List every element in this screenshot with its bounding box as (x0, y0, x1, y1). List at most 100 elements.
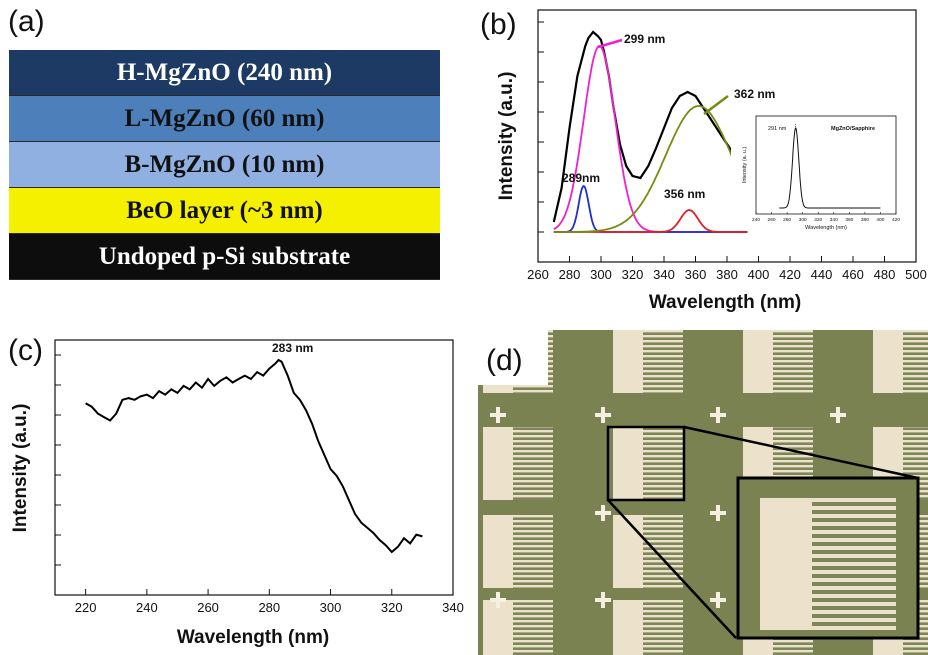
electrode-fingers (773, 330, 813, 393)
pl-spectrum-chart: 260 280 300 320 340 360 380 400 420 440 460 480 500 … (496, 9, 927, 313)
alignment-cross (601, 505, 605, 521)
x-tick-label: 220 (75, 600, 97, 615)
electrode-pad (483, 515, 513, 588)
electrode-fingers (513, 515, 553, 588)
x-axis-label: Wavelength (nm) (649, 292, 801, 313)
x-tick-label: 240 (136, 600, 158, 615)
series-line (85, 358, 423, 554)
electrode-pad (613, 427, 643, 500)
plot-frame (54, 339, 454, 596)
annotation-arrow (703, 95, 729, 115)
annotation-283nm: 283 nm (272, 341, 313, 355)
x-tick-label: 460 (842, 267, 864, 282)
alignment-cross (601, 592, 605, 608)
alignment-cross (496, 592, 500, 608)
y-axis-label: Intensity (a.u.) (496, 72, 517, 201)
inset-frame (755, 115, 897, 215)
electrode-pad (483, 600, 513, 655)
electrode-fingers (643, 427, 683, 500)
electrode-micrograph: (d) (478, 330, 928, 655)
panel-label-c: (c) (8, 334, 43, 367)
electrode-fingers (643, 330, 683, 393)
series-line (553, 209, 748, 233)
series-line (553, 45, 748, 233)
alignment-cross (716, 505, 720, 521)
x-tick-label: 400 (748, 267, 770, 282)
electrode-pad (613, 330, 643, 393)
layer-band: BeO layer (~3 nm) (9, 188, 440, 234)
x-tick-label: 300 (320, 600, 342, 615)
inset-background (731, 110, 901, 230)
inset-peak-label: 291 nm (768, 126, 787, 132)
zoom-connector (607, 499, 737, 639)
series-line (553, 105, 749, 233)
panel-label-d: (d) (486, 344, 523, 377)
electrode-fingers (903, 330, 928, 393)
x-tick-label: 320 (381, 600, 403, 615)
annotation-arrow (597, 38, 623, 49)
x-tick-label: 300 (590, 267, 612, 282)
annotation-362nm: 362 nm (734, 87, 775, 101)
annotation-299nm: 299 nm (624, 32, 665, 46)
x-tick-label: 280 (559, 267, 581, 282)
alignment-cross (496, 407, 500, 423)
alignment-cross (601, 407, 605, 423)
inset-chart: 240 260 280 300 320 340 360 380 400 420 291 nm Mg… (731, 110, 901, 231)
inset-tick-label: 240 (752, 217, 760, 223)
electrode-fingers (513, 427, 553, 500)
inset-tick-label: 300 (799, 217, 807, 223)
annotation-289nm: 289nm (562, 171, 600, 185)
electrode-pad (873, 330, 903, 393)
x-tick-label: 320 (622, 267, 644, 282)
x-tick-label: 440 (811, 267, 833, 282)
inset-tick-label: 420 (892, 217, 900, 223)
x-tick-label: 360 (685, 267, 707, 282)
x-tick-label: 500 (905, 267, 927, 282)
x-tick-label: 380 (716, 267, 738, 282)
inset-y-label: Intensity (a. u.) (742, 147, 748, 184)
layer-band: H-MgZnO (240 nm) (9, 50, 440, 96)
series-line (553, 184, 748, 233)
magnified-inset (736, 476, 920, 640)
inset-tick-label: 340 (830, 217, 838, 223)
layer-band: Undoped p-Si substrate (9, 234, 440, 280)
x-axis-label: Wavelength (nm) (177, 627, 329, 648)
x-tick-label: 340 (442, 600, 464, 615)
annotation-356nm: 356 nm (664, 187, 705, 201)
layer-band: B-MgZnO (10 nm) (9, 142, 440, 188)
inset-series-line (779, 127, 881, 209)
label-background (478, 330, 548, 385)
x-tick-label: 260 (197, 600, 219, 615)
electrode-pad (483, 427, 513, 500)
inset-tick-label: 280 (783, 217, 791, 223)
x-tick-label: 340 (653, 267, 675, 282)
inset-tick-label: 260 (768, 217, 776, 223)
absorption-spectrum-chart: 220 240 260 280 300 320 340 283 nm Wavelength … (10, 339, 464, 648)
electrode-pad (613, 515, 643, 588)
panel-label-b: (b) (480, 8, 517, 41)
zoom-box (606, 425, 686, 502)
y-axis-label: Intensity (a.u.) (10, 404, 31, 533)
alignment-cross (716, 592, 720, 608)
electrode-pad (743, 330, 773, 393)
alignment-cross (716, 407, 720, 423)
panel-label-a: (a) (8, 5, 45, 38)
x-tick-label: 480 (874, 267, 896, 282)
electrode-fingers (643, 600, 683, 655)
electrode-pad (613, 600, 643, 655)
x-tick-label: 420 (779, 267, 801, 282)
inset-legend: MgZnO/Sapphire (831, 126, 875, 132)
inset-tick-label: 400 (876, 217, 884, 223)
layer-stack: H-MgZnO (240 nm) L-MgZnO (60 nm) B-MgZnO (… (9, 50, 440, 280)
inset-x-label: Wavelength (nm) (805, 225, 847, 231)
series-line (552, 30, 749, 223)
inset-tick-label: 320 (814, 217, 822, 223)
x-tick-label: 260 (527, 267, 549, 282)
zoom-connector (683, 425, 919, 480)
layer-band: L-MgZnO (60 nm) (9, 96, 440, 142)
inset-tick-label: 380 (861, 217, 869, 223)
inset-tick-label: 360 (845, 217, 853, 223)
electrode-fingers (643, 515, 683, 588)
alignment-cross (836, 407, 840, 423)
electrode-fingers (513, 600, 553, 655)
